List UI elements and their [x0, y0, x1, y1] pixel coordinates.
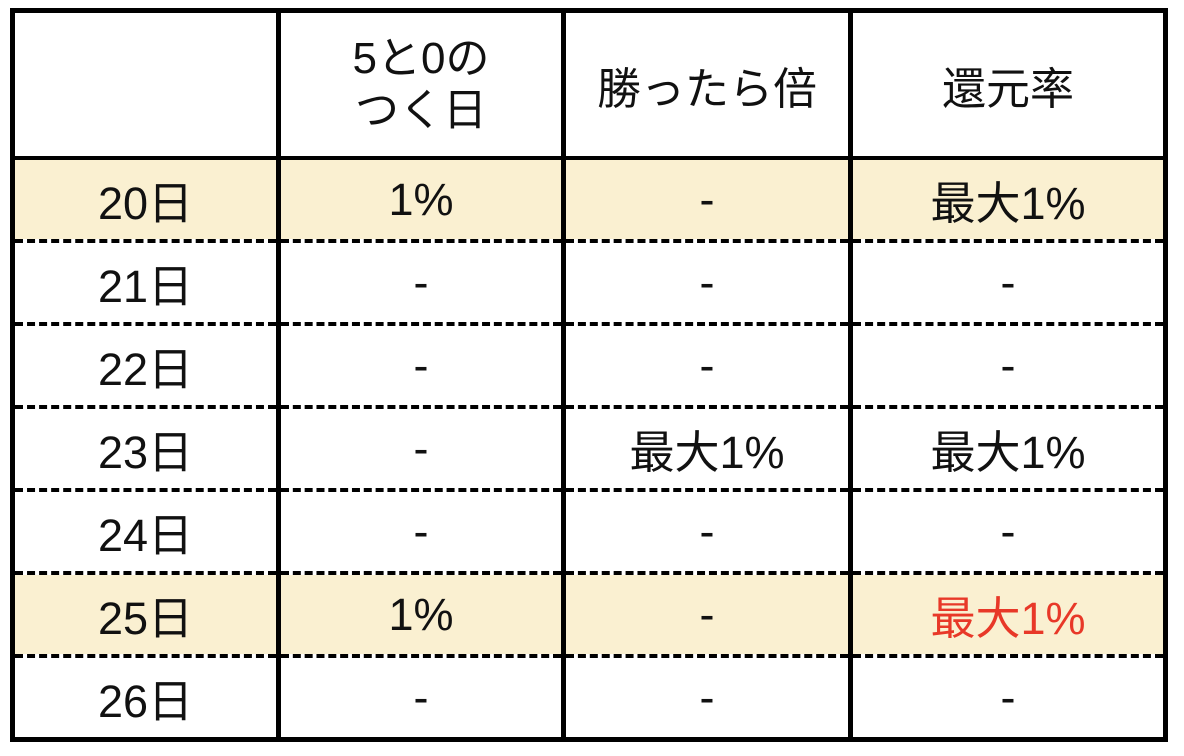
- value-cell-win-double: -: [561, 488, 851, 573]
- row-day-24: 24日 - - -: [12, 488, 1166, 573]
- value-cell-return-rate: -: [848, 322, 1166, 407]
- value-cell-5and0: 1%: [276, 158, 564, 241]
- day-cell: 22日: [12, 322, 279, 407]
- campaign-points-table-wrap: 5と0の つく日 勝ったら倍 還元率 20日 1% - 最大1% 21日 - -…: [10, 8, 1168, 742]
- row-day-22: 22日 - - -: [12, 322, 1166, 407]
- row-day-25: 25日 1% - 最大1%: [12, 571, 1166, 656]
- value-cell-return-rate: -: [848, 654, 1166, 740]
- day-cell: 24日: [12, 488, 279, 573]
- value-cell-win-double: -: [561, 158, 851, 241]
- value-cell-return-rate: -: [848, 239, 1166, 324]
- value-cell-win-double: 最大1%: [561, 405, 851, 490]
- day-cell: 25日: [12, 571, 279, 656]
- row-day-21: 21日 - - -: [12, 239, 1166, 324]
- value-cell-5and0: -: [276, 654, 564, 740]
- value-cell-win-double: -: [561, 322, 851, 407]
- value-cell-5and0: 1%: [276, 571, 564, 656]
- day-cell: 23日: [12, 405, 279, 490]
- row-day-20: 20日 1% - 最大1%: [12, 158, 1166, 241]
- value-cell-win-double: -: [561, 239, 851, 324]
- day-cell: 21日: [12, 239, 279, 324]
- value-cell-5and0: -: [276, 322, 564, 407]
- day-cell: 26日: [12, 654, 279, 740]
- value-cell-5and0: -: [276, 488, 564, 573]
- value-cell-return-rate: 最大1%: [848, 405, 1166, 490]
- row-day-26: 26日 - - -: [12, 654, 1166, 740]
- value-cell-return-rate-emphasized: 最大1%: [848, 571, 1166, 656]
- value-cell-return-rate: 最大1%: [848, 158, 1166, 241]
- campaign-points-table: 5と0の つく日 勝ったら倍 還元率 20日 1% - 最大1% 21日 - -…: [10, 8, 1168, 742]
- value-cell-return-rate: -: [848, 488, 1166, 573]
- header-5and0-day: 5と0の つく日: [276, 10, 564, 160]
- value-cell-5and0: -: [276, 239, 564, 324]
- row-day-23: 23日 - 最大1% 最大1%: [12, 405, 1166, 490]
- header-blank-cell: [12, 10, 279, 160]
- header-win-double: 勝ったら倍: [561, 10, 851, 160]
- header-row: 5と0の つく日 勝ったら倍 還元率: [12, 10, 1166, 160]
- value-cell-win-double: -: [561, 654, 851, 740]
- value-cell-5and0: -: [276, 405, 564, 490]
- header-return-rate: 還元率: [848, 10, 1166, 160]
- day-cell: 20日: [12, 158, 279, 241]
- value-cell-win-double: -: [561, 571, 851, 656]
